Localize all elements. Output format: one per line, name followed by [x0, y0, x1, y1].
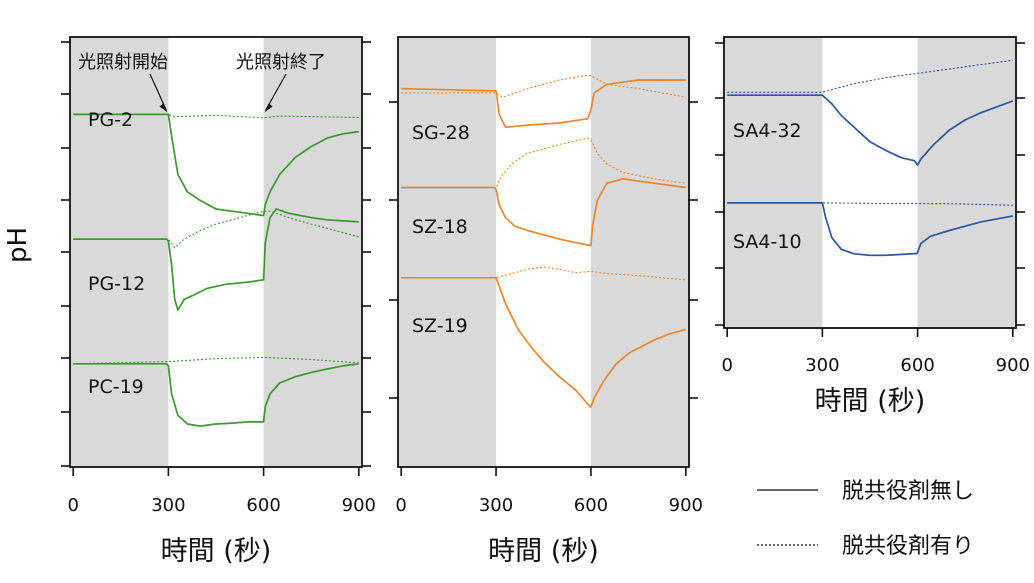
- annotation-arrowhead-on: [159, 103, 168, 113]
- panel-pg-pc: 0 300 600 900 PG-2 PG-12 PC-19 時間 (秒) 光照射開始 光照射終了: [61, 36, 376, 567]
- x-tick-label: 600: [246, 495, 280, 516]
- dark-period-before: [724, 37, 823, 328]
- series-line-solid-sg-28: [401, 79, 686, 129]
- x-tick-label: 900: [342, 495, 376, 516]
- x-tick-label: 900: [669, 495, 703, 516]
- x-axis-label: 時間 (秒): [488, 536, 599, 567]
- x-tick-label: 600: [900, 355, 934, 376]
- panel-sa4: 0 300 600 900 SA4-32 SA4-10 時間 (秒): [715, 36, 1030, 417]
- series-line-solid-pc-19: [73, 362, 359, 427]
- panel-sg-sz: 0 300 600 900 SG-28 SZ-18 SZ-19 時間 (秒): [389, 36, 703, 567]
- annotation-light-off: 光照射終了: [236, 52, 326, 73]
- x-tick-label: 900: [996, 355, 1030, 376]
- series-line-solid-pg-2: [73, 113, 359, 217]
- x-axis-label: 時間 (秒): [815, 386, 926, 417]
- annotation-light-on: 光照射開始: [78, 52, 168, 73]
- x-axis-label: 時間 (秒): [161, 536, 272, 567]
- plot-frame: [69, 36, 363, 468]
- series-line-solid-pg-12: [73, 208, 359, 311]
- series-label-pg-2: PG-2: [88, 109, 133, 131]
- legend-solid-label: 脱共役剤無し: [842, 479, 974, 504]
- series-line-solid-sa4-10: [727, 202, 1013, 257]
- series-label-sz-19: SZ-19: [412, 315, 468, 337]
- annotation-arrowhead-off: [264, 103, 273, 113]
- y-axis-label: pH: [3, 227, 33, 263]
- dark-period-before: [398, 37, 497, 467]
- plot-frame: [397, 36, 690, 468]
- x-tick-label: 300: [479, 495, 513, 516]
- series-label-sa4-10: SA4-10: [733, 231, 802, 253]
- dark-period-after: [263, 37, 362, 467]
- series-label-sa4-32: SA4-32: [733, 120, 802, 142]
- series-label-pg-12: PG-12: [88, 273, 145, 295]
- x-tick-label: 0: [395, 495, 406, 516]
- x-tick-label: 0: [67, 495, 78, 516]
- series-line-solid-sz-18: [401, 178, 686, 247]
- x-tick-label: 300: [805, 355, 839, 376]
- series-line-dotted-sz-19: [401, 266, 686, 281]
- x-tick-label: 300: [151, 495, 185, 516]
- series-line-solid-sz-19: [401, 276, 687, 408]
- series-line-dotted-sz-18: [401, 137, 686, 189]
- x-tick-label: 600: [574, 495, 608, 516]
- x-tick-label: 0: [721, 355, 732, 376]
- series-label-sz-18: SZ-18: [412, 216, 468, 238]
- dark-period-before: [70, 37, 169, 467]
- plot-frame: [723, 36, 1017, 329]
- legend-dotted-label: 脱共役剤有り: [842, 534, 974, 559]
- dark-period-after: [917, 37, 1016, 328]
- dark-period-after: [590, 37, 689, 467]
- series-label-pc-19: PC-19: [88, 376, 144, 398]
- series-line-solid-sa4-32: [727, 94, 1014, 166]
- series-line-dotted-sa4-32: [727, 59, 1013, 93]
- series-line-dotted-pg-12: [73, 210, 359, 249]
- series-label-sg-28: SG-28: [412, 122, 470, 144]
- legend: 脱共役剤無し 脱共役剤有り: [757, 479, 974, 559]
